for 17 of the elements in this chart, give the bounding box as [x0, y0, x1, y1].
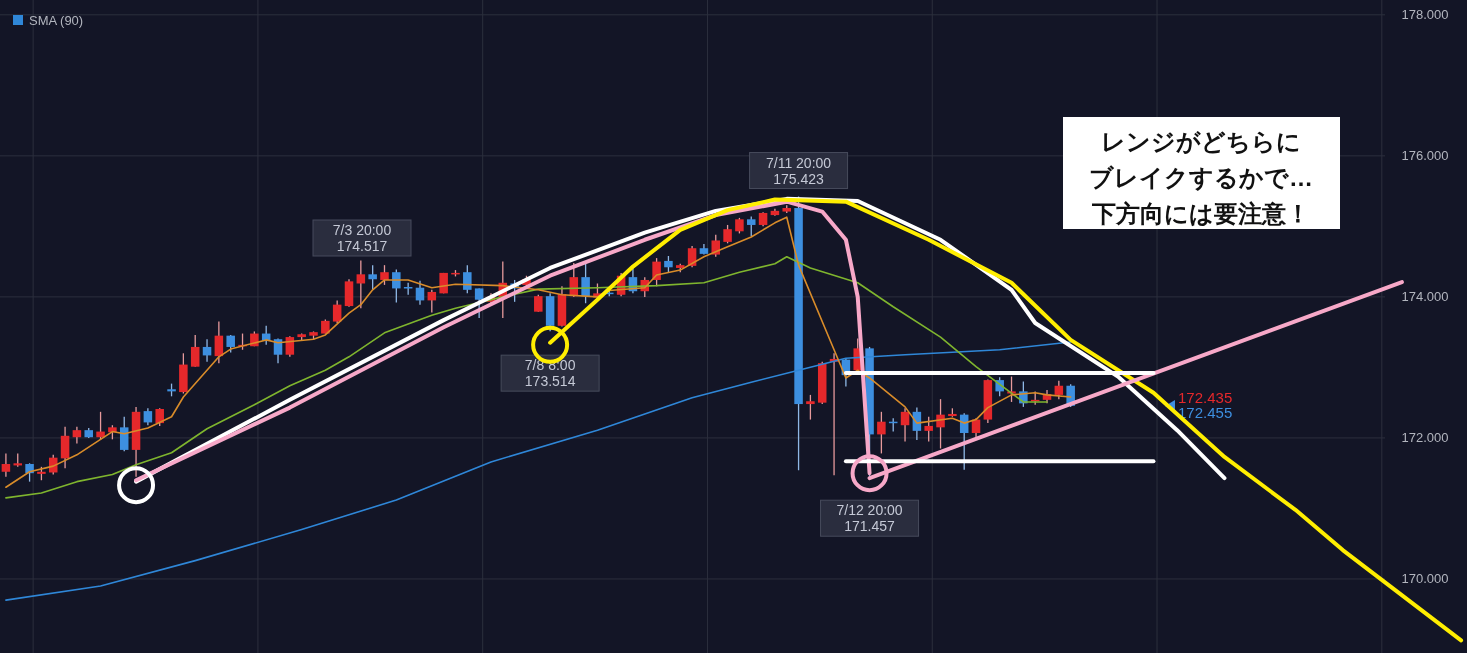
annotation: 7/11 20:00 175.423 — [766, 154, 832, 187]
legend: SMA (90) — [13, 12, 84, 28]
ytick: 176.000 — [1401, 148, 1449, 164]
annotation: ブレイクするかで… — [1089, 163, 1313, 191]
ytick: 170.000 — [1401, 571, 1449, 587]
annotation: 7/3 20:00 174.517 — [312, 219, 412, 257]
annotation: 7/12 20:00 171.457 — [820, 499, 920, 537]
annotation: 7/3 20:00 174.517 — [332, 222, 392, 254]
annotation: 7/11 20:00 175.423 — [749, 152, 849, 190]
ytick: 178.000 — [1401, 7, 1449, 23]
ytick: 172.000 — [1401, 430, 1449, 446]
annotation: 下方向には要注意！ — [1092, 199, 1310, 227]
ytick: 174.000 — [1401, 289, 1449, 305]
annotation: レンジがどちらに — [1101, 127, 1301, 155]
annotation: 172.455 — [1178, 403, 1233, 421]
legend-label: SMA (90) — [29, 12, 84, 28]
annotation: 7/12 20:00 171.457 — [836, 502, 903, 535]
